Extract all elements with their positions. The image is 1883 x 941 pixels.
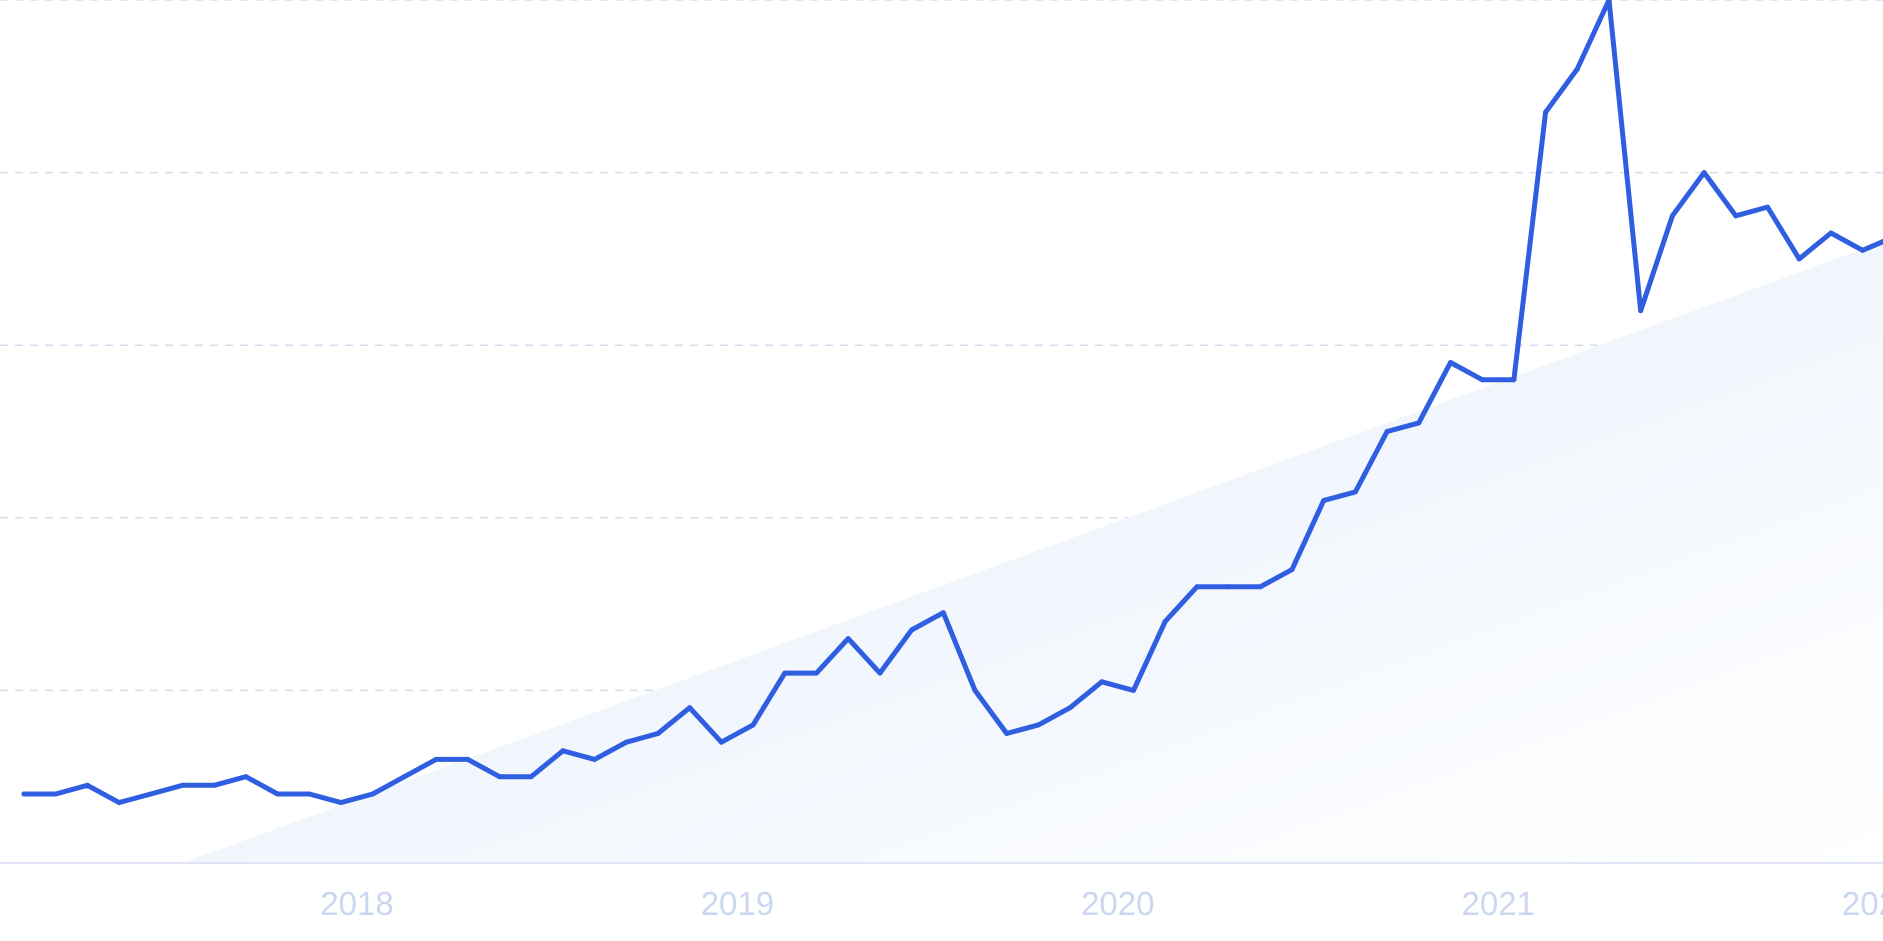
data-point: [560, 748, 566, 754]
data-point: [877, 670, 883, 676]
data-point: [211, 782, 217, 788]
x-axis-ticks: 2018 2019 2020 2021 2022: [320, 885, 1883, 922]
data-point: [1669, 213, 1675, 219]
x-tick-label: 2020: [1081, 885, 1154, 922]
data-point: [1765, 204, 1770, 210]
data-point: [84, 782, 90, 788]
data-point: [1226, 584, 1232, 590]
trend-area: [182, 241, 1883, 863]
data-point: [782, 670, 788, 676]
data-point: [1574, 66, 1580, 72]
data-point: [306, 791, 312, 797]
series-line: [21, 0, 1883, 806]
data-point: [53, 791, 59, 797]
data-point: [909, 627, 915, 633]
data-point: [370, 791, 376, 797]
data-point: [687, 705, 693, 711]
data-point: [21, 791, 27, 797]
data-point: [1860, 247, 1866, 253]
data-point: [275, 791, 281, 797]
data-point: [1638, 308, 1644, 314]
x-tick-label: 2021: [1461, 885, 1534, 922]
data-point: [1289, 567, 1295, 573]
data-point: [718, 739, 724, 745]
data-point: [1162, 618, 1168, 624]
data-point: [1479, 377, 1485, 383]
data-point: [1701, 170, 1707, 176]
data-point: [433, 756, 439, 762]
data-points: [21, 0, 1883, 806]
data-point: [655, 731, 661, 736]
data-point: [1384, 429, 1390, 434]
data-point: [1035, 722, 1041, 728]
data-point: [972, 687, 978, 693]
data-point: [1321, 498, 1327, 503]
data-point: [1131, 687, 1136, 693]
data-point: [623, 739, 629, 745]
data-point: [180, 782, 185, 788]
data-point: [1796, 256, 1802, 262]
x-tick-label: 2018: [320, 885, 393, 922]
data-point: [1828, 230, 1834, 236]
data-point: [1511, 377, 1517, 383]
data-point: [1099, 679, 1105, 685]
x-tick-label: 2019: [701, 885, 774, 922]
data-point: [148, 791, 154, 797]
data-point: [1416, 420, 1422, 426]
data-point: [1606, 0, 1612, 3]
data-point: [465, 756, 471, 762]
data-point: [1067, 705, 1073, 711]
data-point: [592, 756, 598, 762]
data-point: [1257, 584, 1263, 590]
data-point: [1004, 731, 1010, 736]
data-point: [750, 722, 756, 728]
data-point: [940, 610, 946, 616]
data-point: [1880, 239, 1883, 245]
data-point: [845, 636, 851, 642]
data-point: [1543, 109, 1549, 115]
data-point: [1733, 213, 1739, 219]
data-point: [497, 774, 502, 780]
data-point: [243, 774, 249, 780]
data-point: [528, 774, 534, 780]
data-point: [338, 800, 344, 806]
data-point: [814, 670, 819, 676]
x-tick-label: 2022: [1842, 885, 1883, 922]
data-point: [1352, 489, 1358, 495]
data-point: [116, 800, 122, 806]
data-point: [401, 774, 407, 780]
data-point: [1194, 584, 1200, 590]
data-point: [1448, 360, 1453, 365]
